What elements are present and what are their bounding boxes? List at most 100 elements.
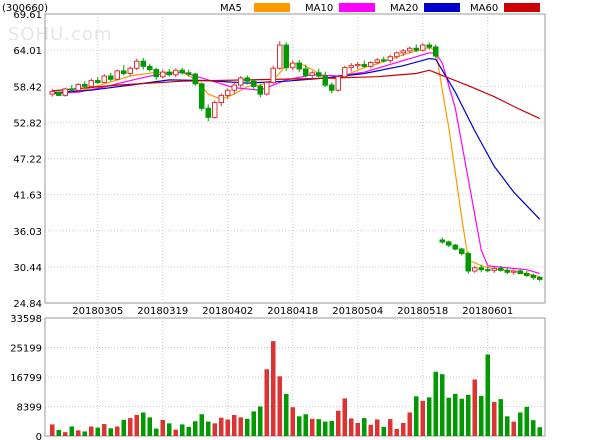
candle xyxy=(465,251,471,274)
volume-bar xyxy=(102,424,107,436)
volume-bar xyxy=(349,418,354,436)
volume-bar xyxy=(219,417,224,436)
price-grid xyxy=(45,14,545,303)
candle-body xyxy=(498,267,504,271)
candle xyxy=(452,243,458,251)
volume-bar xyxy=(264,369,269,436)
volume-bar xyxy=(76,430,81,436)
candle-body xyxy=(511,270,517,273)
volume-bar xyxy=(524,406,529,436)
volume-bar xyxy=(206,421,211,436)
candle xyxy=(335,74,341,92)
volume-bar xyxy=(95,427,100,436)
candle-body xyxy=(101,75,107,83)
volume-bar xyxy=(368,424,373,436)
candle-body xyxy=(478,267,484,271)
candle xyxy=(173,68,179,78)
candle-body xyxy=(147,65,153,71)
watermark-text: SOHU.com xyxy=(8,24,112,45)
candle-body xyxy=(114,70,120,80)
volume-bar xyxy=(401,423,406,436)
candle-body xyxy=(472,267,478,272)
candle-body xyxy=(517,270,523,275)
candle-body xyxy=(88,80,94,87)
candle xyxy=(95,77,101,84)
date-tick-label: 20180305 xyxy=(72,306,123,317)
candle xyxy=(75,83,81,92)
volume-bar xyxy=(537,427,542,436)
volume-bar xyxy=(141,412,146,436)
volume-tick-label: 33598 xyxy=(10,314,42,325)
legend-swatch-ma10 xyxy=(339,3,375,12)
volume-bar xyxy=(427,397,432,436)
volume-bar xyxy=(446,397,451,436)
price-tick-label: 58.42 xyxy=(13,82,42,93)
candle xyxy=(108,72,114,82)
volume-bar xyxy=(271,341,276,436)
candle-body xyxy=(413,47,419,51)
candle-body xyxy=(160,71,166,78)
candle xyxy=(407,46,413,54)
candle xyxy=(82,81,88,89)
volume-bar xyxy=(303,414,308,436)
volume-tick-label: 16799 xyxy=(10,373,42,384)
legend-label-ma60: MA60 xyxy=(470,3,498,14)
candle-body xyxy=(335,76,341,91)
candle-body xyxy=(134,60,140,69)
candle-body xyxy=(387,56,393,62)
candle xyxy=(257,83,263,98)
candle-body xyxy=(62,88,68,96)
volume-bar xyxy=(63,432,68,436)
candle xyxy=(244,75,250,85)
candle-body xyxy=(69,88,75,91)
candle-body xyxy=(251,80,257,87)
date-tick-label: 20180402 xyxy=(202,306,253,317)
candle-body xyxy=(329,84,335,91)
volume-bar xyxy=(186,426,191,436)
candle-body xyxy=(56,91,62,96)
price-axis: 69.61 64.01 58.42 52.82 47.22 41.63 36.03 30.44… xyxy=(13,10,42,310)
candle-body xyxy=(420,44,426,51)
candle xyxy=(530,273,536,281)
volume-bar xyxy=(134,414,139,436)
candle-body xyxy=(95,80,101,83)
ma20-line xyxy=(52,57,541,220)
candle xyxy=(309,70,315,78)
candle-body xyxy=(238,77,244,86)
candle xyxy=(368,61,374,69)
candle-body xyxy=(173,69,179,76)
moving-average-lines xyxy=(52,46,541,278)
candle xyxy=(491,266,497,273)
volume-bar xyxy=(362,418,367,436)
candle-body xyxy=(485,269,491,272)
candle-body xyxy=(446,241,452,246)
candle-body xyxy=(231,84,237,91)
volume-bar xyxy=(212,423,217,436)
candle-body xyxy=(407,47,413,52)
candle xyxy=(400,48,406,57)
ma60-line xyxy=(52,69,541,120)
volume-bar xyxy=(115,426,120,436)
volume-bar xyxy=(56,430,61,436)
candle-body xyxy=(439,239,445,243)
candle xyxy=(446,240,452,248)
candle xyxy=(270,65,276,84)
candle xyxy=(114,69,120,81)
candle xyxy=(381,56,387,63)
volume-bar xyxy=(342,398,347,436)
volume-bar xyxy=(154,428,159,436)
price-tick-label: 41.63 xyxy=(13,191,42,202)
candle xyxy=(277,41,283,70)
volume-bar xyxy=(251,411,256,436)
candle-body xyxy=(374,59,380,63)
candle-body xyxy=(342,67,348,78)
legend: MA5 MA10 MA20 MA60 xyxy=(220,3,540,14)
candle-body xyxy=(283,44,289,69)
candle-body xyxy=(290,62,296,69)
candle xyxy=(192,72,198,86)
candle-body xyxy=(199,83,205,109)
volume-bar xyxy=(199,414,204,436)
legend-label-ma10: MA10 xyxy=(305,3,333,14)
volume-bar xyxy=(108,428,113,436)
candle xyxy=(511,269,517,275)
